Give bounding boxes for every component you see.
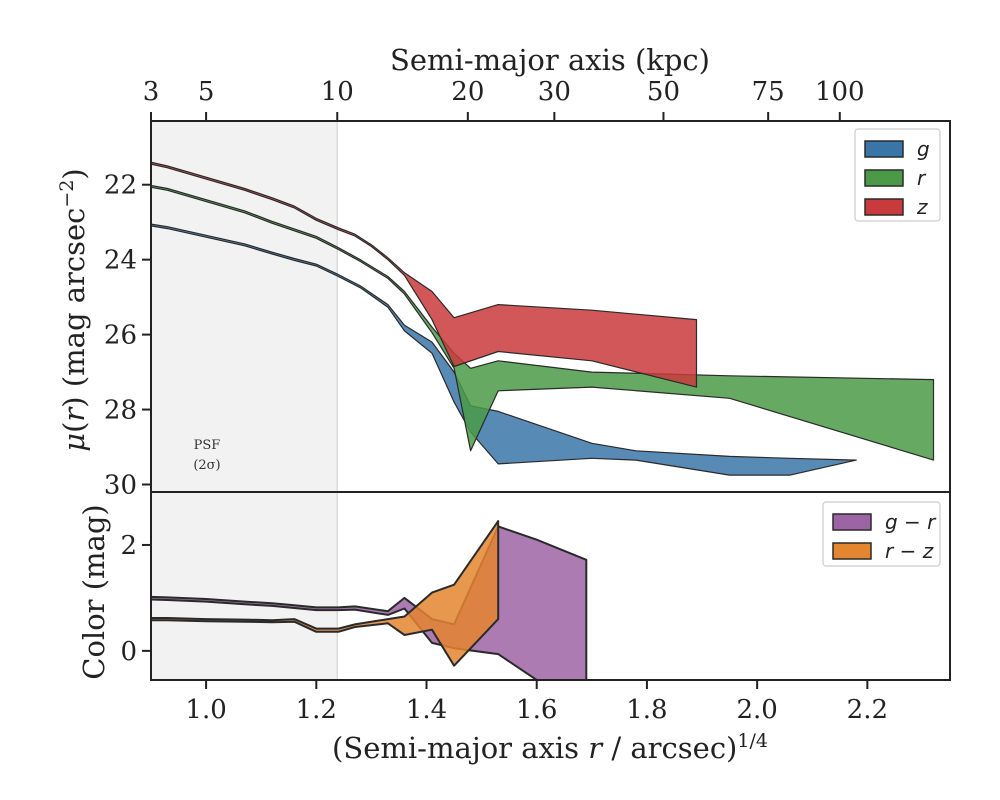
top-y-axis-title: μ(r) (mag arcsec−2) [56, 168, 91, 452]
bottom-x-tick-label: 2.2 [847, 695, 888, 725]
top-legend-label: g [917, 137, 930, 161]
bottom-x-axis-title: (Semi-major axis r / arcsec)1/4 [332, 730, 768, 765]
surface-brightness-bands [151, 161, 935, 476]
top-x-tick-label: 10 [321, 77, 354, 107]
top-legend-swatch [864, 198, 904, 216]
bottom-legend-swatch [832, 513, 872, 531]
band-rz [151, 520, 500, 667]
psf-annotation-line1: PSF [194, 438, 221, 453]
bottom-legend-label: r − z [885, 539, 934, 563]
top-legend-label: z [916, 195, 928, 219]
top-axis-title: Semi-major axis (kpc) [390, 43, 710, 77]
top-legend-label: r [917, 166, 927, 190]
top-x-tick-label: 5 [198, 77, 215, 107]
bottom-panel-frame [150, 491, 951, 681]
top-y-tick-label: 30 [104, 471, 137, 501]
color-profile-bands [151, 520, 588, 680]
top-x-tick-label: 75 [752, 77, 785, 107]
psf-shaded-region [151, 121, 338, 680]
top-x-tick-label: 3 [143, 77, 160, 107]
top-y-tick-label: 22 [104, 171, 137, 201]
psf-shade-top [151, 121, 338, 492]
bottom-x-tick-label: 2.0 [736, 695, 777, 725]
top-legend-swatch [864, 169, 904, 187]
bottom-x-tick-label: 1.8 [626, 695, 667, 725]
psf-shade-bottom [151, 492, 338, 680]
band-z [151, 161, 698, 388]
band-r [151, 184, 935, 461]
bottom-y-axis-title: Color (mag) [77, 504, 111, 679]
bottom-x-tick-label: 1.6 [516, 695, 557, 725]
bottom-legend: g − r r − z [822, 501, 941, 567]
top-y-tick-label: 24 [104, 246, 137, 276]
axis-ticks: 3 5 10 20 30 50 75 100 22 24 26 28 30 0 2 1.0 1.2 1.4 1.6 1… [104, 77, 888, 725]
bottom-legend-label: g − r [885, 510, 937, 534]
bottom-x-tick-label: 1.4 [406, 695, 447, 725]
band-g [151, 223, 857, 476]
top-legend-swatch [864, 140, 904, 158]
top-y-tick-label: 26 [104, 321, 137, 351]
psf-annotation-line2: (2σ) [193, 458, 220, 473]
bottom-y-tick-label: 0 [120, 637, 137, 667]
bottom-x-tick-label: 1.2 [296, 695, 337, 725]
top-x-tick-label: 20 [451, 77, 484, 107]
top-legend: grz [854, 128, 941, 222]
top-x-tick-label: 50 [647, 77, 680, 107]
bottom-x-tick-label: 1.0 [185, 695, 226, 725]
bottom-legend-swatch [832, 542, 872, 560]
top-x-tick-label: 100 [815, 77, 865, 107]
top-x-tick-label: 30 [538, 77, 571, 107]
top-y-tick-label: 28 [104, 396, 137, 426]
bottom-y-tick-label: 2 [120, 531, 137, 561]
